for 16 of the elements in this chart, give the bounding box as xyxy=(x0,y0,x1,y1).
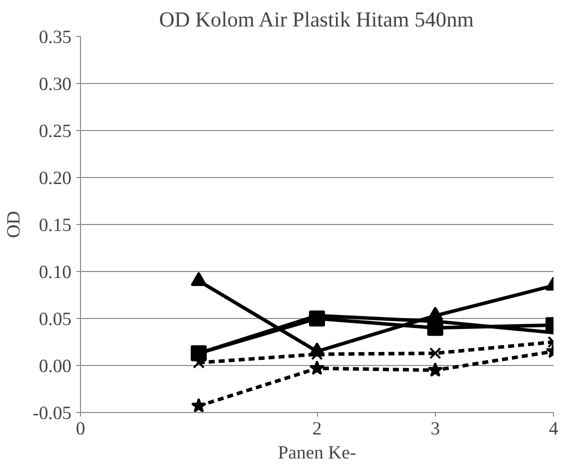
y-tick-label: -0.05 xyxy=(32,403,72,424)
x-tick-label: 4 xyxy=(548,418,559,440)
y-tick-label: 0.10 xyxy=(38,262,72,283)
y-tick-label: 0.15 xyxy=(38,215,72,236)
y-tick-label: 0.35 xyxy=(38,27,72,48)
y-tick-label: 0.20 xyxy=(38,168,72,189)
y-tick-label: 0.00 xyxy=(38,356,72,377)
x-axis-title: Panen Ke- xyxy=(278,442,356,464)
chart-title: OD Kolom Air Plastik Hitam 540nm xyxy=(159,8,474,32)
y-tick-label: 0.05 xyxy=(38,309,72,330)
x-tick-label: 0 xyxy=(76,418,86,440)
y-axis-title: OD xyxy=(4,211,25,238)
x-tick-label: 3 xyxy=(430,418,440,440)
y-tick-label: 0.30 xyxy=(38,74,72,95)
y-tick-label: 0.25 xyxy=(38,121,72,142)
x-tick-label: 2 xyxy=(312,418,322,440)
